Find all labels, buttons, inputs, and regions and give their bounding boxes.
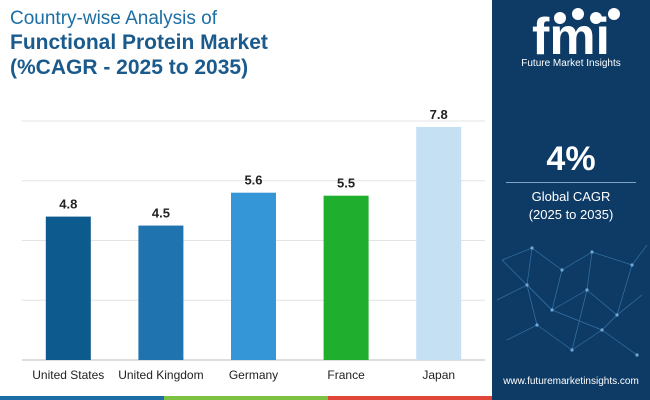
data-label: 5.5 <box>337 176 355 191</box>
website-url: www.futuremarketinsights.com <box>503 376 639 387</box>
x-tick-label: United Kingdom <box>118 368 203 382</box>
title-line-1: Country-wise Analysis of <box>10 8 217 29</box>
strip-segment <box>328 396 492 400</box>
logo-company-name: Future Market Insights <box>521 58 621 69</box>
title-line-3: (%CAGR - 2025 to 2035) <box>10 56 249 79</box>
title-line-2: Functional Protein Market <box>10 31 268 54</box>
bar <box>231 192 276 360</box>
data-label: 5.6 <box>244 173 262 188</box>
bottom-color-strip <box>0 396 492 400</box>
data-label: 4.5 <box>152 206 170 221</box>
data-label: 4.8 <box>59 197 77 212</box>
global-cagr-value: 4% <box>546 140 596 178</box>
strip-segment <box>164 396 328 400</box>
bar <box>416 126 462 360</box>
x-tick-labels: United States United Kingdom Germany France… <box>32 368 455 382</box>
sidebar-panel: fmi Future Market Insights 4% Global CAG… <box>492 0 650 400</box>
x-tick-label: United States <box>32 368 104 382</box>
network-decoration-icon <box>496 244 648 357</box>
global-cagr-label: Global CAGR (2025 to 2035) <box>492 188 650 224</box>
bar <box>45 216 91 360</box>
bar-chart: 4.8 4.5 5.6 5.5 7.8 United States United King… <box>22 107 485 382</box>
bars <box>45 126 462 360</box>
bar <box>323 195 369 360</box>
cagr-divider <box>506 182 636 183</box>
data-label: 7.8 <box>430 107 448 122</box>
chart-title: Country-wise Analysis of Functional Prot… <box>10 8 268 80</box>
cagr-label-line-2: (2025 to 2035) <box>528 207 614 222</box>
strip-segment <box>0 396 164 400</box>
value-labels: 4.8 4.5 5.6 5.5 7.8 <box>59 107 447 221</box>
x-tick-label: Germany <box>229 368 278 382</box>
cagr-label-line-1: Global CAGR <box>531 189 611 204</box>
bar <box>138 225 184 360</box>
x-tick-label: Japan <box>422 368 455 382</box>
fmi-logo-icon: fmi <box>532 8 620 60</box>
x-tick-label: France <box>327 368 365 382</box>
